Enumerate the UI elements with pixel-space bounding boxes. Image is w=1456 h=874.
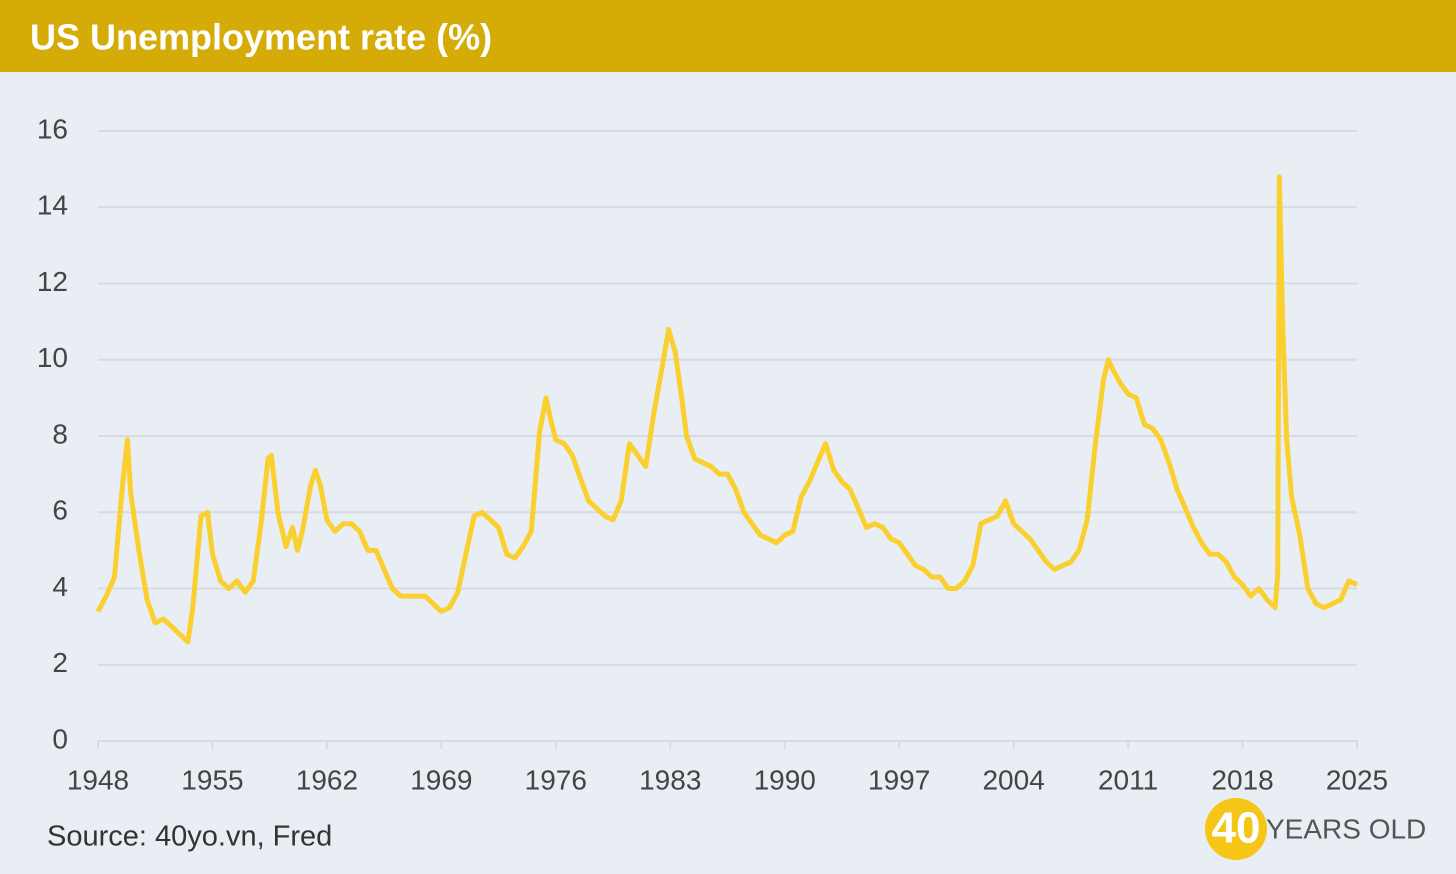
source: Source: 40yo.vn, Fred (47, 821, 332, 853)
x-tick-label: 1976 (525, 764, 587, 795)
logo-circle (1205, 798, 1267, 860)
x-tick-label: 1948 (67, 764, 129, 795)
y-tick-label: 8 (52, 418, 68, 449)
logo-number: 40 (1212, 804, 1261, 853)
x-tick-label: 2025 (1326, 764, 1388, 795)
y-tick-label: 12 (37, 266, 68, 297)
chart-title: US Unemployment rate (%) (30, 17, 492, 58)
logo-text: YEARS OLD (1266, 813, 1426, 844)
y-tick-label: 10 (37, 342, 68, 373)
x-tick-label: 2004 (982, 764, 1044, 795)
line-series (95, 174, 1359, 645)
y-tick-label: 4 (52, 571, 68, 602)
x-tick-label: 2018 (1211, 764, 1273, 795)
x-tick-label: 1983 (639, 764, 701, 795)
y-tick-label: 16 (37, 113, 68, 144)
x-tick-label: 1955 (181, 764, 243, 795)
x-tick-label: 1969 (410, 764, 472, 795)
x-tick-label: 1962 (296, 764, 358, 795)
y-tick-label: 0 (52, 723, 68, 754)
y-tick-label: 14 (37, 190, 68, 221)
x-tick-label: 1997 (868, 764, 930, 795)
title-bar (0, 0, 1456, 72)
x-tick-label: 1990 (754, 764, 816, 795)
y-tick-label: 2 (52, 647, 68, 678)
x-tick-label: 2011 (1098, 764, 1158, 795)
y-tick-label: 6 (52, 495, 68, 526)
